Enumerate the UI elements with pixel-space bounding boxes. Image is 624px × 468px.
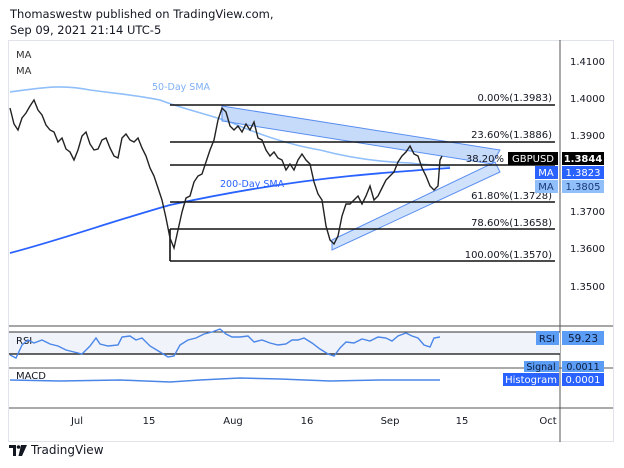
time-tick: 15 <box>456 416 469 427</box>
ma1-tag-bg <box>535 166 558 179</box>
sma200-line <box>9 167 451 254</box>
signal-tag-label: Signal <box>526 362 555 373</box>
fib-label-618: 61.80%(1.3728) <box>471 191 552 202</box>
fib-label-382: 38.20% <box>466 154 504 165</box>
rsi-tag-bg <box>536 331 559 345</box>
time-tick: Aug <box>223 416 243 427</box>
current-price: 1.3844 <box>564 154 603 165</box>
time-tick: Jul <box>70 416 83 427</box>
time-tick: Oct <box>539 416 556 427</box>
signal-value-bg <box>562 361 604 372</box>
ma1-value-bg <box>562 166 604 179</box>
histogram-tag-bg <box>503 373 559 386</box>
ma2-value-bg <box>562 180 604 193</box>
ascending-channel[interactable] <box>331 161 501 251</box>
rsi-line <box>9 328 441 359</box>
sma200-annotation: 200-Day SMA <box>220 179 285 190</box>
price-axis[interactable]: 1.4100 1.4000 1.3900 1.3700 1.3600 1.350… <box>570 57 605 293</box>
price-tag-bg <box>562 152 604 165</box>
rsi-value: 59.23 <box>568 333 598 345</box>
time-axis[interactable]: Jul 15 Aug 16 Sep 15 Oct <box>70 416 557 427</box>
chart-frame <box>8 40 614 442</box>
price-tick: 1.3700 <box>570 207 605 218</box>
ma2-value: 1.3805 <box>566 182 601 193</box>
rsi-band <box>9 332 560 354</box>
fib-label-786: 78.60%(1.3658) <box>471 218 552 229</box>
rsi-tag-label: RSI <box>539 334 555 345</box>
macd-line <box>9 377 440 383</box>
symbol-tag-label: GBPUSD <box>512 154 554 165</box>
indicator-legend[interactable]: MA MA <box>16 50 32 77</box>
rsi-value-bg <box>562 331 604 345</box>
price-tick: 1.3500 <box>570 282 605 293</box>
histogram-value: 0.0001 <box>566 375 601 386</box>
histogram-tag-label: Histogram <box>505 375 557 386</box>
price-tick: 1.3900 <box>570 131 605 142</box>
price-series[interactable] <box>9 98 443 251</box>
price-tick: 1.3600 <box>570 244 605 255</box>
time-tick: 15 <box>143 416 156 427</box>
brand-name[interactable]: TradingView <box>31 443 104 457</box>
time-tick: 16 <box>301 416 314 427</box>
publisher-line: Thomaswestw published on TradingView.com… <box>10 7 274 21</box>
rsi-pane-label[interactable]: RSI <box>16 336 32 347</box>
price-tags[interactable]: GBPUSD 1.3844 MA 1.3823 MA 1.3805 <box>508 152 604 193</box>
ma1-value: 1.3823 <box>566 168 601 179</box>
macd-pane-label[interactable]: MACD <box>16 371 46 382</box>
price-tick: 1.4000 <box>570 94 605 105</box>
footer: TradingView <box>9 443 104 457</box>
time-tick: Sep <box>381 416 400 427</box>
symbol-tag-bg <box>508 152 558 165</box>
price-tick: 1.4100 <box>570 57 605 68</box>
sma50-annotation: 50-Day SMA <box>152 82 211 93</box>
fib-label-100: 100.00%(1.3570) <box>465 250 552 261</box>
publish-date: Sep 09, 2021 21:14 UTC-5 <box>10 23 162 37</box>
publish-info: Thomaswestw published on TradingView.com… <box>10 6 274 38</box>
ma1-tag-label: MA <box>538 168 554 179</box>
tradingview-logo-icon <box>9 444 27 456</box>
ma-legend-1[interactable]: MA <box>16 50 32 61</box>
ma2-tag-label: MA <box>538 182 554 193</box>
fib-label-0: 0.00%(1.3983) <box>477 93 552 104</box>
fib-label-236: 23.60%(1.3886) <box>471 130 552 141</box>
histogram-value-bg <box>562 373 604 386</box>
ma-legend-2[interactable]: MA <box>16 66 32 77</box>
signal-tag-bg <box>524 361 559 372</box>
ma2-tag-bg <box>535 180 558 193</box>
signal-value: 0.0011 <box>566 362 599 373</box>
